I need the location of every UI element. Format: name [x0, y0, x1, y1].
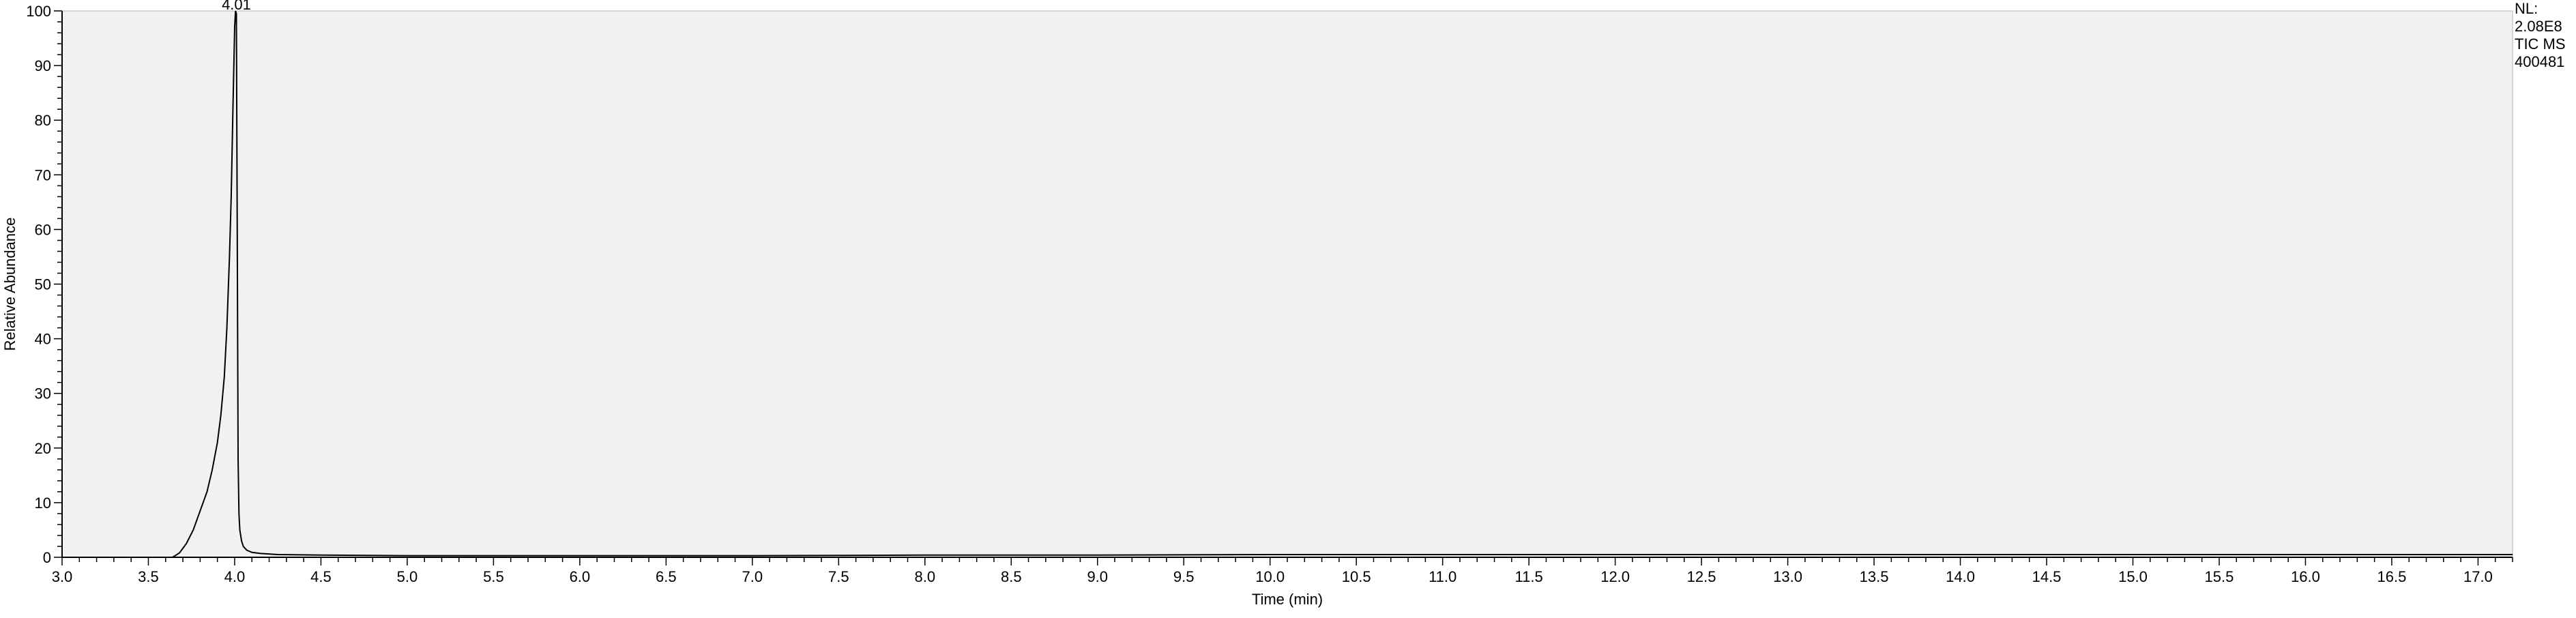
x-tick-label: 14.0 [1946, 568, 1975, 585]
x-tick-label: 12.0 [1600, 568, 1630, 585]
x-tick-label: 10.0 [1255, 568, 1285, 585]
peak-annotations: 4.01 [222, 0, 251, 13]
x-tick-label: 9.5 [1173, 568, 1195, 585]
x-tick-label: 16.0 [2291, 568, 2320, 585]
x-tick-label: 7.5 [828, 568, 849, 585]
x-tick-label: 10.5 [1342, 568, 1371, 585]
plot-area [61, 10, 2513, 558]
x-tick-label: 13.0 [1773, 568, 1802, 585]
x-tick-label: 7.0 [742, 568, 763, 585]
y-axis-ticks: 0 10 20 30 40 50 60 70 80 90 100 [26, 3, 62, 566]
y-tick-label: 20 [35, 440, 51, 457]
x-tick-label: 17.0 [2463, 568, 2493, 585]
x-tick-label: 16.5 [2377, 568, 2407, 585]
x-tick-label: 15.0 [2118, 568, 2148, 585]
x-tick-label: 11.0 [1429, 568, 1457, 585]
x-tick-label: 9.0 [1087, 568, 1108, 585]
x-tick-label: 14.5 [2032, 568, 2062, 585]
x-tick-label: 3.0 [52, 568, 73, 585]
x-tick-label: 5.5 [483, 568, 504, 585]
series-line-tic [62, 10, 2513, 558]
x-axis-title: Time (min) [1252, 591, 1323, 608]
info-line-scan-type: TIC MS [2515, 35, 2566, 53]
y-tick-label: 90 [35, 57, 51, 74]
y-tick-label: 10 [35, 495, 51, 512]
y-tick-label: 70 [35, 166, 51, 183]
x-tick-label: 15.5 [2205, 568, 2234, 585]
x-tick-label: 8.5 [1001, 568, 1022, 585]
x-tick-label: 11.5 [1515, 568, 1543, 585]
y-tick-label: 60 [35, 221, 51, 238]
y-tick-label: 100 [26, 3, 51, 20]
info-panel: NL: 2.08E8 TIC MS 400481 [2515, 0, 2566, 70]
y-tick-label: 40 [35, 331, 51, 348]
peak-label: 4.01 [222, 0, 251, 13]
x-tick-label: 13.5 [1860, 568, 1889, 585]
y-tick-label: 0 [43, 549, 51, 566]
y-tick-label: 80 [35, 112, 51, 129]
x-axis-ticks: 3.0 3.5 4.0 4.5 5.0 5.5 6.0 6.5 7.0 7.5 8.0 8.5 9.0 9… [52, 557, 2513, 585]
x-tick-label: 12.5 [1687, 568, 1716, 585]
info-line-nl-value: 2.08E8 [2515, 18, 2562, 35]
y-tick-label: 50 [35, 276, 51, 293]
x-tick-label: 5.0 [397, 568, 418, 585]
y-tick-label: 30 [35, 385, 51, 402]
x-tick-label: 4.5 [310, 568, 332, 585]
y-axis-title: Relative Abundance [1, 218, 18, 351]
x-tick-label: 6.5 [656, 568, 677, 585]
x-tick-label: 4.0 [224, 568, 246, 585]
info-line-filename: 400481 [2515, 53, 2564, 70]
x-tick-label: 6.0 [570, 568, 591, 585]
info-line-nl: NL: [2515, 0, 2538, 17]
x-tick-label: 3.5 [138, 568, 159, 585]
x-tick-label: 8.0 [914, 568, 935, 585]
